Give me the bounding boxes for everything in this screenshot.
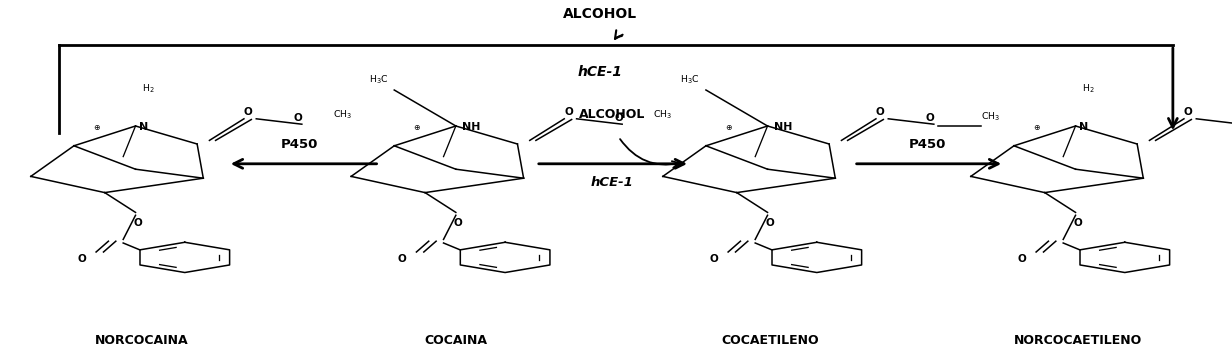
- Text: O: O: [244, 107, 253, 117]
- Text: O: O: [1073, 218, 1083, 228]
- Text: COCAINA: COCAINA: [424, 334, 488, 347]
- Text: $\oplus$: $\oplus$: [94, 123, 101, 132]
- Text: O: O: [398, 254, 407, 264]
- Text: O: O: [293, 113, 303, 123]
- Text: $\rm H_2$: $\rm H_2$: [1082, 83, 1094, 95]
- Text: P450: P450: [281, 138, 318, 151]
- Text: $\oplus$: $\oplus$: [726, 123, 733, 132]
- Text: O: O: [876, 107, 885, 117]
- Text: NORCOCAINA: NORCOCAINA: [95, 334, 188, 347]
- Text: $\rm CH_3$: $\rm CH_3$: [653, 109, 673, 121]
- Text: O: O: [614, 113, 623, 123]
- Text: O: O: [78, 254, 86, 264]
- Text: $\rm H_2$: $\rm H_2$: [142, 83, 154, 95]
- Text: O: O: [453, 218, 463, 228]
- Text: O: O: [133, 218, 143, 228]
- Text: $\rm CH_3$: $\rm CH_3$: [333, 109, 352, 121]
- Text: ALCOHOL: ALCOHOL: [563, 8, 637, 21]
- Text: NORCOCAETILENO: NORCOCAETILENO: [1014, 334, 1142, 347]
- Text: O: O: [1018, 254, 1026, 264]
- Text: P450: P450: [909, 138, 946, 151]
- Text: $\oplus$: $\oplus$: [414, 123, 421, 132]
- Text: O: O: [1184, 107, 1193, 117]
- Text: NH: NH: [774, 122, 792, 132]
- Text: N: N: [139, 122, 149, 132]
- Text: O: O: [710, 254, 718, 264]
- Text: ALCOHOL: ALCOHOL: [579, 108, 646, 121]
- Text: NH: NH: [462, 122, 480, 132]
- Text: N: N: [1079, 122, 1089, 132]
- Text: O: O: [564, 107, 573, 117]
- Text: COCAETILENO: COCAETILENO: [721, 334, 819, 347]
- Text: $\oplus$: $\oplus$: [1034, 123, 1041, 132]
- Text: $\rm CH_3$: $\rm CH_3$: [981, 111, 1000, 123]
- Text: O: O: [765, 218, 775, 228]
- Text: $\rm H_3C$: $\rm H_3C$: [368, 73, 388, 86]
- Text: hCE-1: hCE-1: [578, 65, 622, 79]
- Text: $\rm H_3C$: $\rm H_3C$: [680, 73, 700, 86]
- Text: hCE-1: hCE-1: [591, 176, 633, 189]
- Text: O: O: [925, 113, 935, 123]
